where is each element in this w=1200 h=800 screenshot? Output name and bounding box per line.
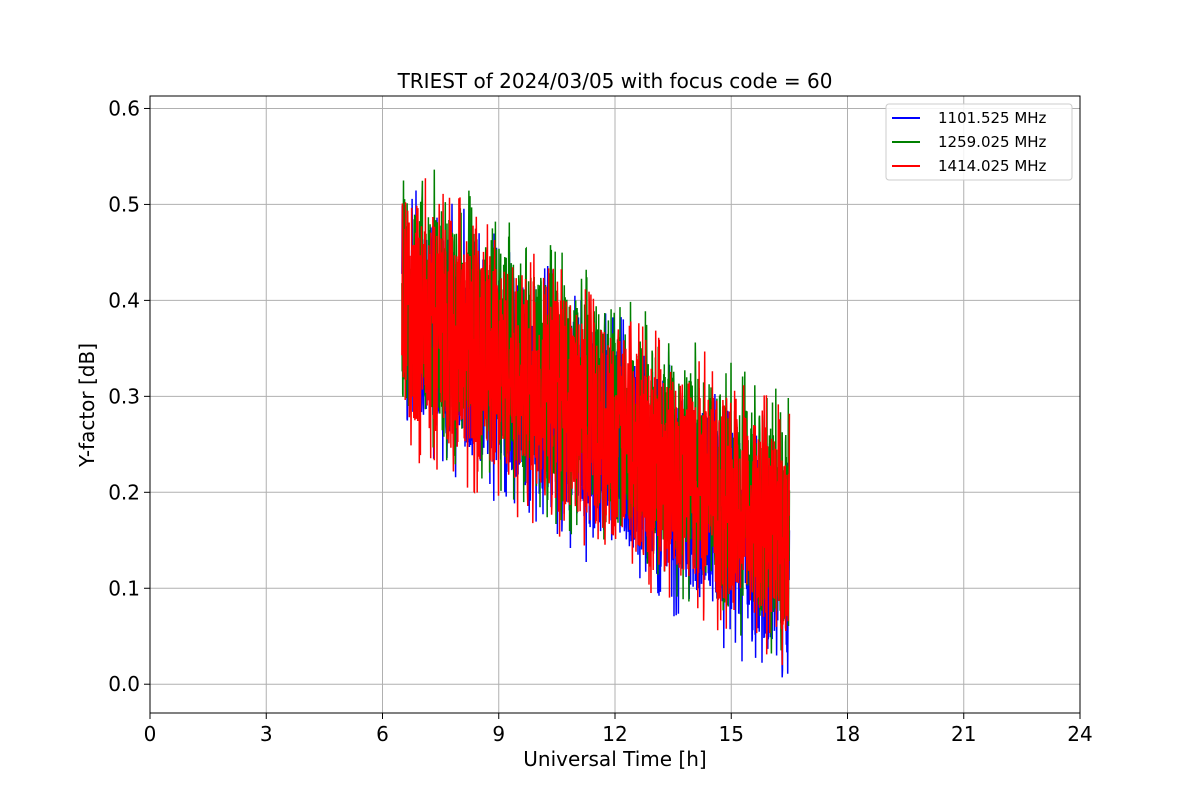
y-tick-label: 0.3 xyxy=(108,384,140,408)
legend-label: 1259.025 MHz xyxy=(938,133,1047,151)
y-tick-label: 0.6 xyxy=(108,96,140,120)
x-axis: 0 3 6 9 12 15 18 21 24 xyxy=(144,713,1093,746)
x-tick-label: 21 xyxy=(951,722,976,746)
legend: 1101.525 MHz 1259.025 MHz 1414.025 MHz xyxy=(885,103,1073,181)
y-axis: 0.0 0.1 0.2 0.3 0.4 0.5 0.6 xyxy=(108,96,150,696)
y-tick-label: 0.5 xyxy=(108,192,140,216)
y-tick-label: 0.4 xyxy=(108,288,140,312)
x-tick-label: 12 xyxy=(602,722,627,746)
legend-label: 1101.525 MHz xyxy=(938,109,1047,127)
y-tick-label: 0.0 xyxy=(108,672,140,696)
x-tick-label: 9 xyxy=(492,722,505,746)
x-tick-label: 3 xyxy=(260,722,273,746)
chart-title: TRIEST of 2024/03/05 with focus code = 6… xyxy=(397,69,833,93)
x-tick-label: 24 xyxy=(1067,722,1092,746)
plot-area xyxy=(401,169,791,678)
x-axis-label: Universal Time [h] xyxy=(523,747,706,771)
x-tick-label: 15 xyxy=(719,722,744,746)
x-tick-label: 18 xyxy=(835,722,860,746)
legend-box xyxy=(885,103,1073,181)
y-tick-label: 0.1 xyxy=(108,576,140,600)
legend-label: 1414.025 MHz xyxy=(938,157,1047,175)
series-line-3 xyxy=(401,178,791,666)
x-tick-label: 0 xyxy=(144,722,157,746)
x-tick-label: 6 xyxy=(376,722,389,746)
y-tick-label: 0.2 xyxy=(108,480,140,504)
y-axis-label: Y-factor [dB] xyxy=(75,343,99,468)
